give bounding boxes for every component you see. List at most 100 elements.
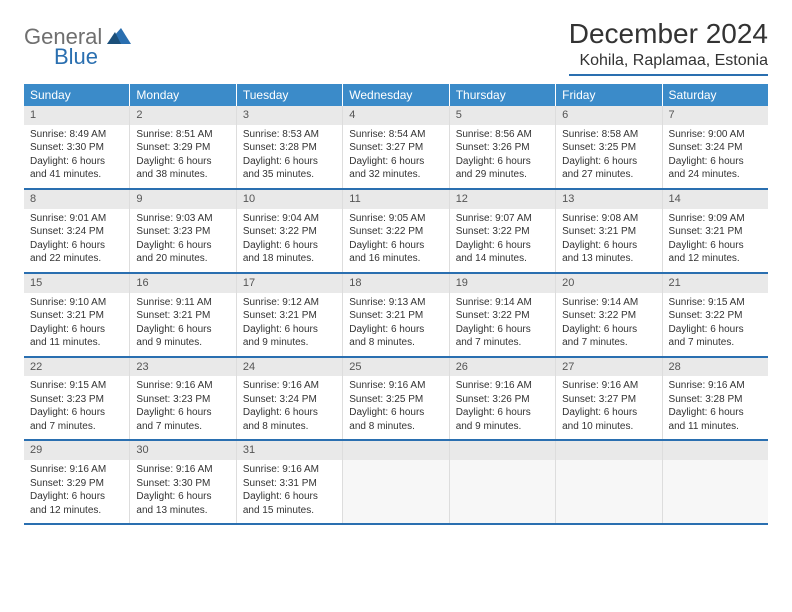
sunrise-text: Sunrise: 9:16 AM [456, 379, 549, 393]
daylight-text-2: and 7 minutes. [136, 420, 229, 434]
daylight-text-1: Daylight: 6 hours [30, 239, 123, 253]
sunset-text: Sunset: 3:21 PM [349, 309, 442, 323]
day-cell [450, 441, 556, 523]
sunrise-text: Sunrise: 9:14 AM [456, 296, 549, 310]
day-number: 4 [343, 106, 448, 125]
sunset-text: Sunset: 3:22 PM [349, 225, 442, 239]
day-number: 19 [450, 274, 555, 293]
day-cell: 13Sunrise: 9:08 AMSunset: 3:21 PMDayligh… [556, 190, 662, 272]
day-body: Sunrise: 9:16 AMSunset: 3:23 PMDaylight:… [130, 376, 235, 439]
day-cell: 18Sunrise: 9:13 AMSunset: 3:21 PMDayligh… [343, 274, 449, 356]
sunset-text: Sunset: 3:22 PM [669, 309, 762, 323]
day-number: 22 [24, 358, 129, 377]
day-number: 26 [450, 358, 555, 377]
day-cell: 23Sunrise: 9:16 AMSunset: 3:23 PMDayligh… [130, 358, 236, 440]
day-cell: 29Sunrise: 9:16 AMSunset: 3:29 PMDayligh… [24, 441, 130, 523]
sunset-text: Sunset: 3:22 PM [456, 309, 549, 323]
daylight-text-1: Daylight: 6 hours [30, 490, 123, 504]
sunrise-text: Sunrise: 9:01 AM [30, 212, 123, 226]
day-cell: 2Sunrise: 8:51 AMSunset: 3:29 PMDaylight… [130, 106, 236, 188]
day-body: Sunrise: 9:14 AMSunset: 3:22 PMDaylight:… [556, 293, 661, 356]
day-number: 25 [343, 358, 448, 377]
sunset-text: Sunset: 3:30 PM [136, 477, 229, 491]
day-number: 30 [130, 441, 235, 460]
daylight-text-2: and 13 minutes. [136, 504, 229, 518]
day-cell: 1Sunrise: 8:49 AMSunset: 3:30 PMDaylight… [24, 106, 130, 188]
day-number: 12 [450, 190, 555, 209]
sunrise-text: Sunrise: 9:12 AM [243, 296, 336, 310]
daylight-text-1: Daylight: 6 hours [349, 406, 442, 420]
logo-mark-icon [107, 28, 131, 49]
day-cell: 4Sunrise: 8:54 AMSunset: 3:27 PMDaylight… [343, 106, 449, 188]
day-body: Sunrise: 9:01 AMSunset: 3:24 PMDaylight:… [24, 209, 129, 272]
sunrise-text: Sunrise: 9:05 AM [349, 212, 442, 226]
daylight-text-2: and 35 minutes. [243, 168, 336, 182]
sunset-text: Sunset: 3:27 PM [562, 393, 655, 407]
sunrise-text: Sunrise: 9:10 AM [30, 296, 123, 310]
day-number [663, 441, 768, 460]
sunset-text: Sunset: 3:22 PM [562, 309, 655, 323]
sunrise-text: Sunrise: 8:49 AM [30, 128, 123, 142]
day-number: 21 [663, 274, 768, 293]
day-body: Sunrise: 9:11 AMSunset: 3:21 PMDaylight:… [130, 293, 235, 356]
sunset-text: Sunset: 3:23 PM [136, 393, 229, 407]
day-body: Sunrise: 9:16 AMSunset: 3:26 PMDaylight:… [450, 376, 555, 439]
day-body: Sunrise: 8:54 AMSunset: 3:27 PMDaylight:… [343, 125, 448, 188]
sunset-text: Sunset: 3:22 PM [456, 225, 549, 239]
day-body: Sunrise: 9:10 AMSunset: 3:21 PMDaylight:… [24, 293, 129, 356]
sunrise-text: Sunrise: 8:56 AM [456, 128, 549, 142]
weekday-header: Thursday [450, 84, 556, 106]
daylight-text-2: and 8 minutes. [243, 420, 336, 434]
daylight-text-2: and 8 minutes. [349, 420, 442, 434]
daylight-text-2: and 38 minutes. [136, 168, 229, 182]
sunrise-text: Sunrise: 9:13 AM [349, 296, 442, 310]
day-cell: 7Sunrise: 9:00 AMSunset: 3:24 PMDaylight… [663, 106, 768, 188]
day-body: Sunrise: 9:03 AMSunset: 3:23 PMDaylight:… [130, 209, 235, 272]
day-body: Sunrise: 9:14 AMSunset: 3:22 PMDaylight:… [450, 293, 555, 356]
logo: General Blue [24, 24, 131, 70]
day-cell: 6Sunrise: 8:58 AMSunset: 3:25 PMDaylight… [556, 106, 662, 188]
sunrise-text: Sunrise: 8:53 AM [243, 128, 336, 142]
day-number: 28 [663, 358, 768, 377]
day-cell: 17Sunrise: 9:12 AMSunset: 3:21 PMDayligh… [237, 274, 343, 356]
sunset-text: Sunset: 3:29 PM [30, 477, 123, 491]
day-body: Sunrise: 9:16 AMSunset: 3:28 PMDaylight:… [663, 376, 768, 439]
day-number: 10 [237, 190, 342, 209]
sunset-text: Sunset: 3:21 PM [136, 309, 229, 323]
day-body: Sunrise: 9:08 AMSunset: 3:21 PMDaylight:… [556, 209, 661, 272]
weekday-header: Saturday [663, 84, 768, 106]
sunset-text: Sunset: 3:25 PM [349, 393, 442, 407]
daylight-text-1: Daylight: 6 hours [456, 323, 549, 337]
sunset-text: Sunset: 3:23 PM [136, 225, 229, 239]
day-cell: 31Sunrise: 9:16 AMSunset: 3:31 PMDayligh… [237, 441, 343, 523]
daylight-text-1: Daylight: 6 hours [30, 323, 123, 337]
day-cell: 9Sunrise: 9:03 AMSunset: 3:23 PMDaylight… [130, 190, 236, 272]
daylight-text-2: and 18 minutes. [243, 252, 336, 266]
day-body: Sunrise: 9:16 AMSunset: 3:27 PMDaylight:… [556, 376, 661, 439]
daylight-text-2: and 10 minutes. [562, 420, 655, 434]
day-number: 6 [556, 106, 661, 125]
day-cell: 30Sunrise: 9:16 AMSunset: 3:30 PMDayligh… [130, 441, 236, 523]
sunset-text: Sunset: 3:21 PM [30, 309, 123, 323]
daylight-text-2: and 16 minutes. [349, 252, 442, 266]
daylight-text-2: and 9 minutes. [136, 336, 229, 350]
daylight-text-1: Daylight: 6 hours [136, 155, 229, 169]
day-body: Sunrise: 9:09 AMSunset: 3:21 PMDaylight:… [663, 209, 768, 272]
day-number: 2 [130, 106, 235, 125]
day-body: Sunrise: 9:07 AMSunset: 3:22 PMDaylight:… [450, 209, 555, 272]
day-body: Sunrise: 8:56 AMSunset: 3:26 PMDaylight:… [450, 125, 555, 188]
day-number [343, 441, 448, 460]
sunset-text: Sunset: 3:29 PM [136, 141, 229, 155]
day-number: 7 [663, 106, 768, 125]
day-cell: 16Sunrise: 9:11 AMSunset: 3:21 PMDayligh… [130, 274, 236, 356]
daylight-text-1: Daylight: 6 hours [30, 155, 123, 169]
daylight-text-2: and 11 minutes. [669, 420, 762, 434]
daylight-text-2: and 20 minutes. [136, 252, 229, 266]
daylight-text-2: and 15 minutes. [243, 504, 336, 518]
day-number: 20 [556, 274, 661, 293]
daylight-text-1: Daylight: 6 hours [243, 323, 336, 337]
daylight-text-1: Daylight: 6 hours [30, 406, 123, 420]
day-number: 13 [556, 190, 661, 209]
day-number [450, 441, 555, 460]
sunrise-text: Sunrise: 9:16 AM [136, 463, 229, 477]
